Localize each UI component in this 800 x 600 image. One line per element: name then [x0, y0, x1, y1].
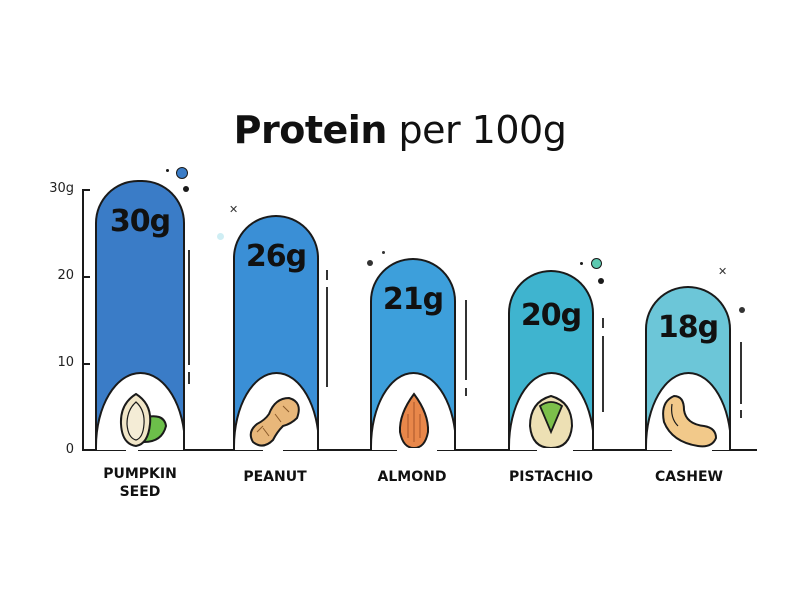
decor-dot	[367, 260, 373, 266]
baseline-gap	[126, 448, 138, 452]
pistachio-icon	[528, 394, 574, 450]
decor-line	[465, 300, 467, 380]
decor-dot	[598, 278, 604, 284]
y-tick-label-30: 30g	[49, 181, 74, 196]
cashew-icon	[662, 394, 718, 448]
category-label-peanut: PEANUT	[243, 469, 307, 485]
category-label-cashew: CASHEW	[655, 469, 723, 485]
baseline-gap	[263, 448, 283, 452]
decor-line	[602, 336, 604, 412]
decor-dot	[382, 251, 385, 254]
baseline-gap	[537, 448, 573, 452]
decor-line	[740, 410, 742, 418]
y-tick-10	[82, 363, 90, 365]
y-tick-label-0: 0	[65, 442, 74, 457]
bar-value-label: 30g	[109, 204, 171, 239]
title-regular: per 100g	[398, 108, 567, 152]
baseline-gap	[672, 448, 712, 452]
y-tick-label-20: 20	[57, 268, 74, 283]
decor-dot	[591, 258, 602, 269]
y-tick-20	[82, 276, 90, 278]
decor-line	[740, 342, 742, 404]
decor-dot	[183, 186, 189, 192]
category-label-pumpkin-seed: PUMPKIN SEED	[103, 466, 177, 500]
category-label-pistachio: PISTACHIO	[509, 469, 593, 485]
decor-line	[602, 318, 604, 328]
sparkle-icon: ✕	[718, 265, 728, 278]
decor-dot	[739, 307, 745, 313]
bar-value-label: 20g	[520, 298, 582, 333]
chart-title: Protein per 100g	[0, 108, 800, 152]
y-tick-label-10: 10	[57, 355, 74, 370]
decor-dot	[166, 169, 169, 172]
almond-icon	[398, 392, 430, 450]
category-label-almond: ALMOND	[377, 469, 447, 485]
y-tick-30	[82, 189, 90, 191]
peanut-icon	[249, 396, 300, 447]
pumpkin-seed-icon	[119, 392, 168, 448]
baseline-gap	[397, 448, 437, 452]
decor-line	[326, 270, 328, 280]
decor-line	[188, 250, 190, 365]
decor-line	[326, 287, 328, 387]
bar-value-label: 26g	[245, 239, 307, 274]
bar-value-label: 21g	[382, 282, 444, 317]
decor-dot	[176, 167, 188, 179]
decor-line	[465, 388, 467, 396]
sparkle-icon: ✕	[229, 203, 239, 216]
y-axis	[82, 189, 84, 451]
decor-dot	[217, 233, 224, 240]
title-bold: Protein	[233, 108, 388, 152]
decor-line	[188, 372, 190, 384]
decor-dot	[580, 262, 583, 265]
bar-value-label: 18g	[657, 310, 719, 345]
